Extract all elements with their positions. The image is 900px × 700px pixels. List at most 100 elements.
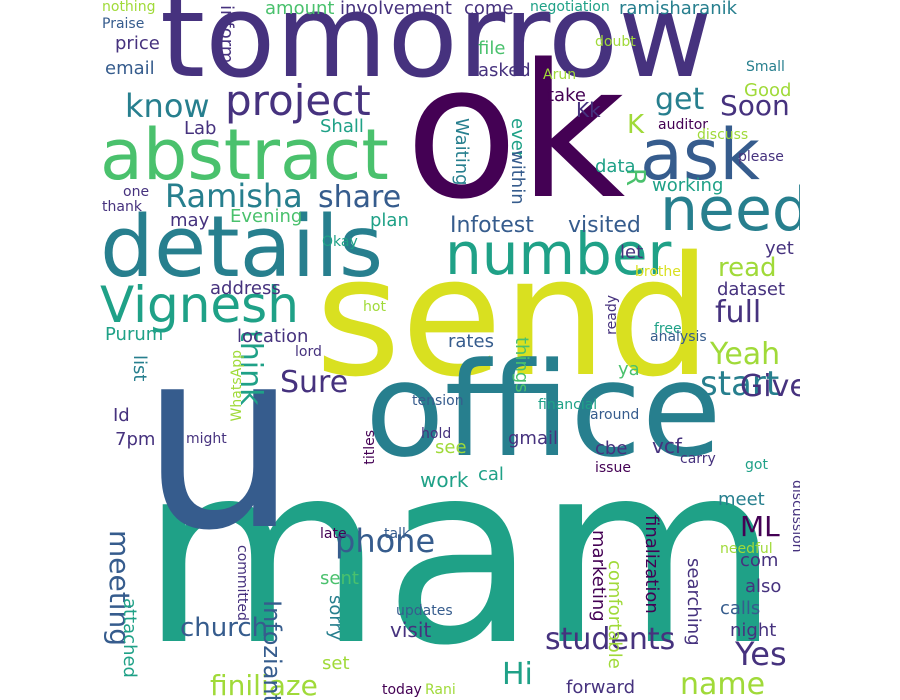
cloud-word: please: [738, 149, 784, 165]
cloud-word: R: [620, 168, 650, 187]
cloud-word: plan: [370, 210, 409, 231]
cloud-word: visited: [568, 213, 641, 238]
cloud-word: dataset: [717, 279, 786, 300]
cloud-word: nothing: [102, 0, 156, 15]
cloud-word: talk: [384, 526, 411, 542]
cloud-word: Vignesh: [100, 276, 299, 334]
cloud-word: know: [125, 87, 210, 125]
cloud-word: ramisharanik: [619, 0, 738, 19]
cloud-word: asked: [478, 60, 531, 81]
cloud-word: rates: [448, 331, 494, 352]
cloud-word: Rani: [425, 682, 456, 698]
cloud-word: address: [210, 278, 281, 299]
cloud-word: thank: [102, 199, 142, 215]
cloud-word: think: [233, 330, 268, 406]
cloud-word: project: [225, 76, 371, 125]
cloud-word: phone: [335, 522, 436, 560]
cloud-word: Infoziant: [258, 600, 286, 700]
cloud-word: lord: [295, 344, 322, 360]
cloud-word: Waiting: [451, 118, 472, 186]
cloud-word: name: [680, 667, 766, 700]
cloud-word: tension: [412, 393, 464, 409]
cloud-word: inform: [216, 5, 237, 64]
cloud-word: file: [478, 38, 506, 59]
cloud-word: Ramisha: [165, 177, 303, 215]
cloud-word: email: [105, 58, 155, 79]
cloud-word: Id: [113, 405, 130, 426]
cloud-word: need: [660, 175, 800, 245]
cloud-word: ready: [604, 295, 620, 335]
cloud-word: gmail: [508, 428, 558, 449]
cloud-word: night: [730, 620, 777, 641]
cloud-word: amount: [265, 0, 335, 19]
cloud-word: finiliaze: [210, 669, 318, 700]
cloud-word: Yes: [735, 635, 787, 673]
cloud-word: also: [745, 576, 782, 597]
cloud-word: sent: [320, 568, 359, 589]
cloud-word: work: [420, 468, 469, 492]
cloud-word: Hi: [502, 657, 533, 692]
cloud-word: let: [620, 242, 644, 263]
cloud-word: auditor: [658, 117, 709, 133]
cloud-word: committed: [234, 545, 250, 621]
cloud-word: price: [115, 33, 160, 54]
cloud-word: things: [511, 337, 532, 393]
cloud-word: free: [654, 321, 682, 337]
cloud-word: number: [445, 220, 672, 288]
word-cloud: mam u ok send office tomorrow details abstract a…: [100, 0, 800, 700]
cloud-word: ML: [740, 510, 780, 543]
cloud-word: get: [655, 82, 705, 117]
cloud-word: see: [435, 437, 467, 458]
cloud-word: vcf: [652, 434, 682, 458]
cloud-word: comfortable: [604, 560, 625, 669]
cloud-word: titles: [362, 430, 378, 465]
cloud-word: brother: [635, 264, 687, 280]
cloud-word: ya: [618, 359, 640, 380]
cloud-word: Praise: [102, 16, 145, 32]
cloud-word: com: [740, 550, 779, 571]
cloud-word: late: [320, 526, 347, 542]
cloud-word: analysis: [650, 329, 707, 345]
cloud-word: issue: [595, 460, 631, 476]
cloud-word: office: [365, 334, 722, 486]
cloud-word: Kk: [576, 98, 601, 122]
cloud-word: Shall: [320, 116, 364, 137]
cloud-word: cbe: [595, 438, 628, 459]
cloud-word: Arun: [543, 67, 577, 83]
cloud-word: might: [186, 431, 227, 447]
cloud-word: involvement: [340, 0, 452, 19]
cloud-word: one: [123, 184, 150, 200]
cloud-word: students: [545, 622, 676, 657]
cloud-word: send: [315, 221, 712, 413]
cloud-word: hot: [363, 299, 386, 315]
cloud-word: mam: [140, 409, 781, 700]
cloud-word: discuss: [697, 127, 749, 143]
cloud-word: details: [100, 198, 384, 297]
cloud-word: calls: [720, 598, 761, 619]
cloud-word: 7pm: [115, 429, 156, 450]
cloud-word: Okay: [322, 234, 358, 250]
cloud-word: ok: [405, 24, 626, 240]
cloud-word: Evening: [230, 206, 303, 227]
cloud-word: attached: [119, 598, 140, 678]
cloud-word: within: [507, 150, 528, 205]
cloud-word: location: [237, 326, 309, 347]
cloud-word: full: [715, 295, 762, 330]
cloud-word: working: [652, 175, 724, 196]
cloud-word: ask: [640, 114, 760, 196]
cloud-word: searching: [683, 558, 704, 646]
cloud-word: yet: [765, 238, 794, 259]
cloud-word: Lab: [184, 118, 217, 139]
cloud-word: data: [595, 156, 636, 177]
cloud-word: Good: [744, 80, 792, 101]
cloud-word: carry: [680, 451, 716, 467]
cloud-word: Infotest: [450, 213, 534, 238]
cloud-word: Yeah: [710, 337, 781, 372]
cloud-word: ever: [507, 118, 528, 159]
cloud-word: K: [627, 110, 645, 140]
cloud-word: marketing: [588, 530, 609, 622]
cloud-word: updates: [396, 603, 453, 619]
cloud-word: finalization: [641, 515, 662, 614]
cloud-word: doubt: [595, 34, 636, 50]
cloud-word: WhatsApp: [229, 350, 245, 422]
